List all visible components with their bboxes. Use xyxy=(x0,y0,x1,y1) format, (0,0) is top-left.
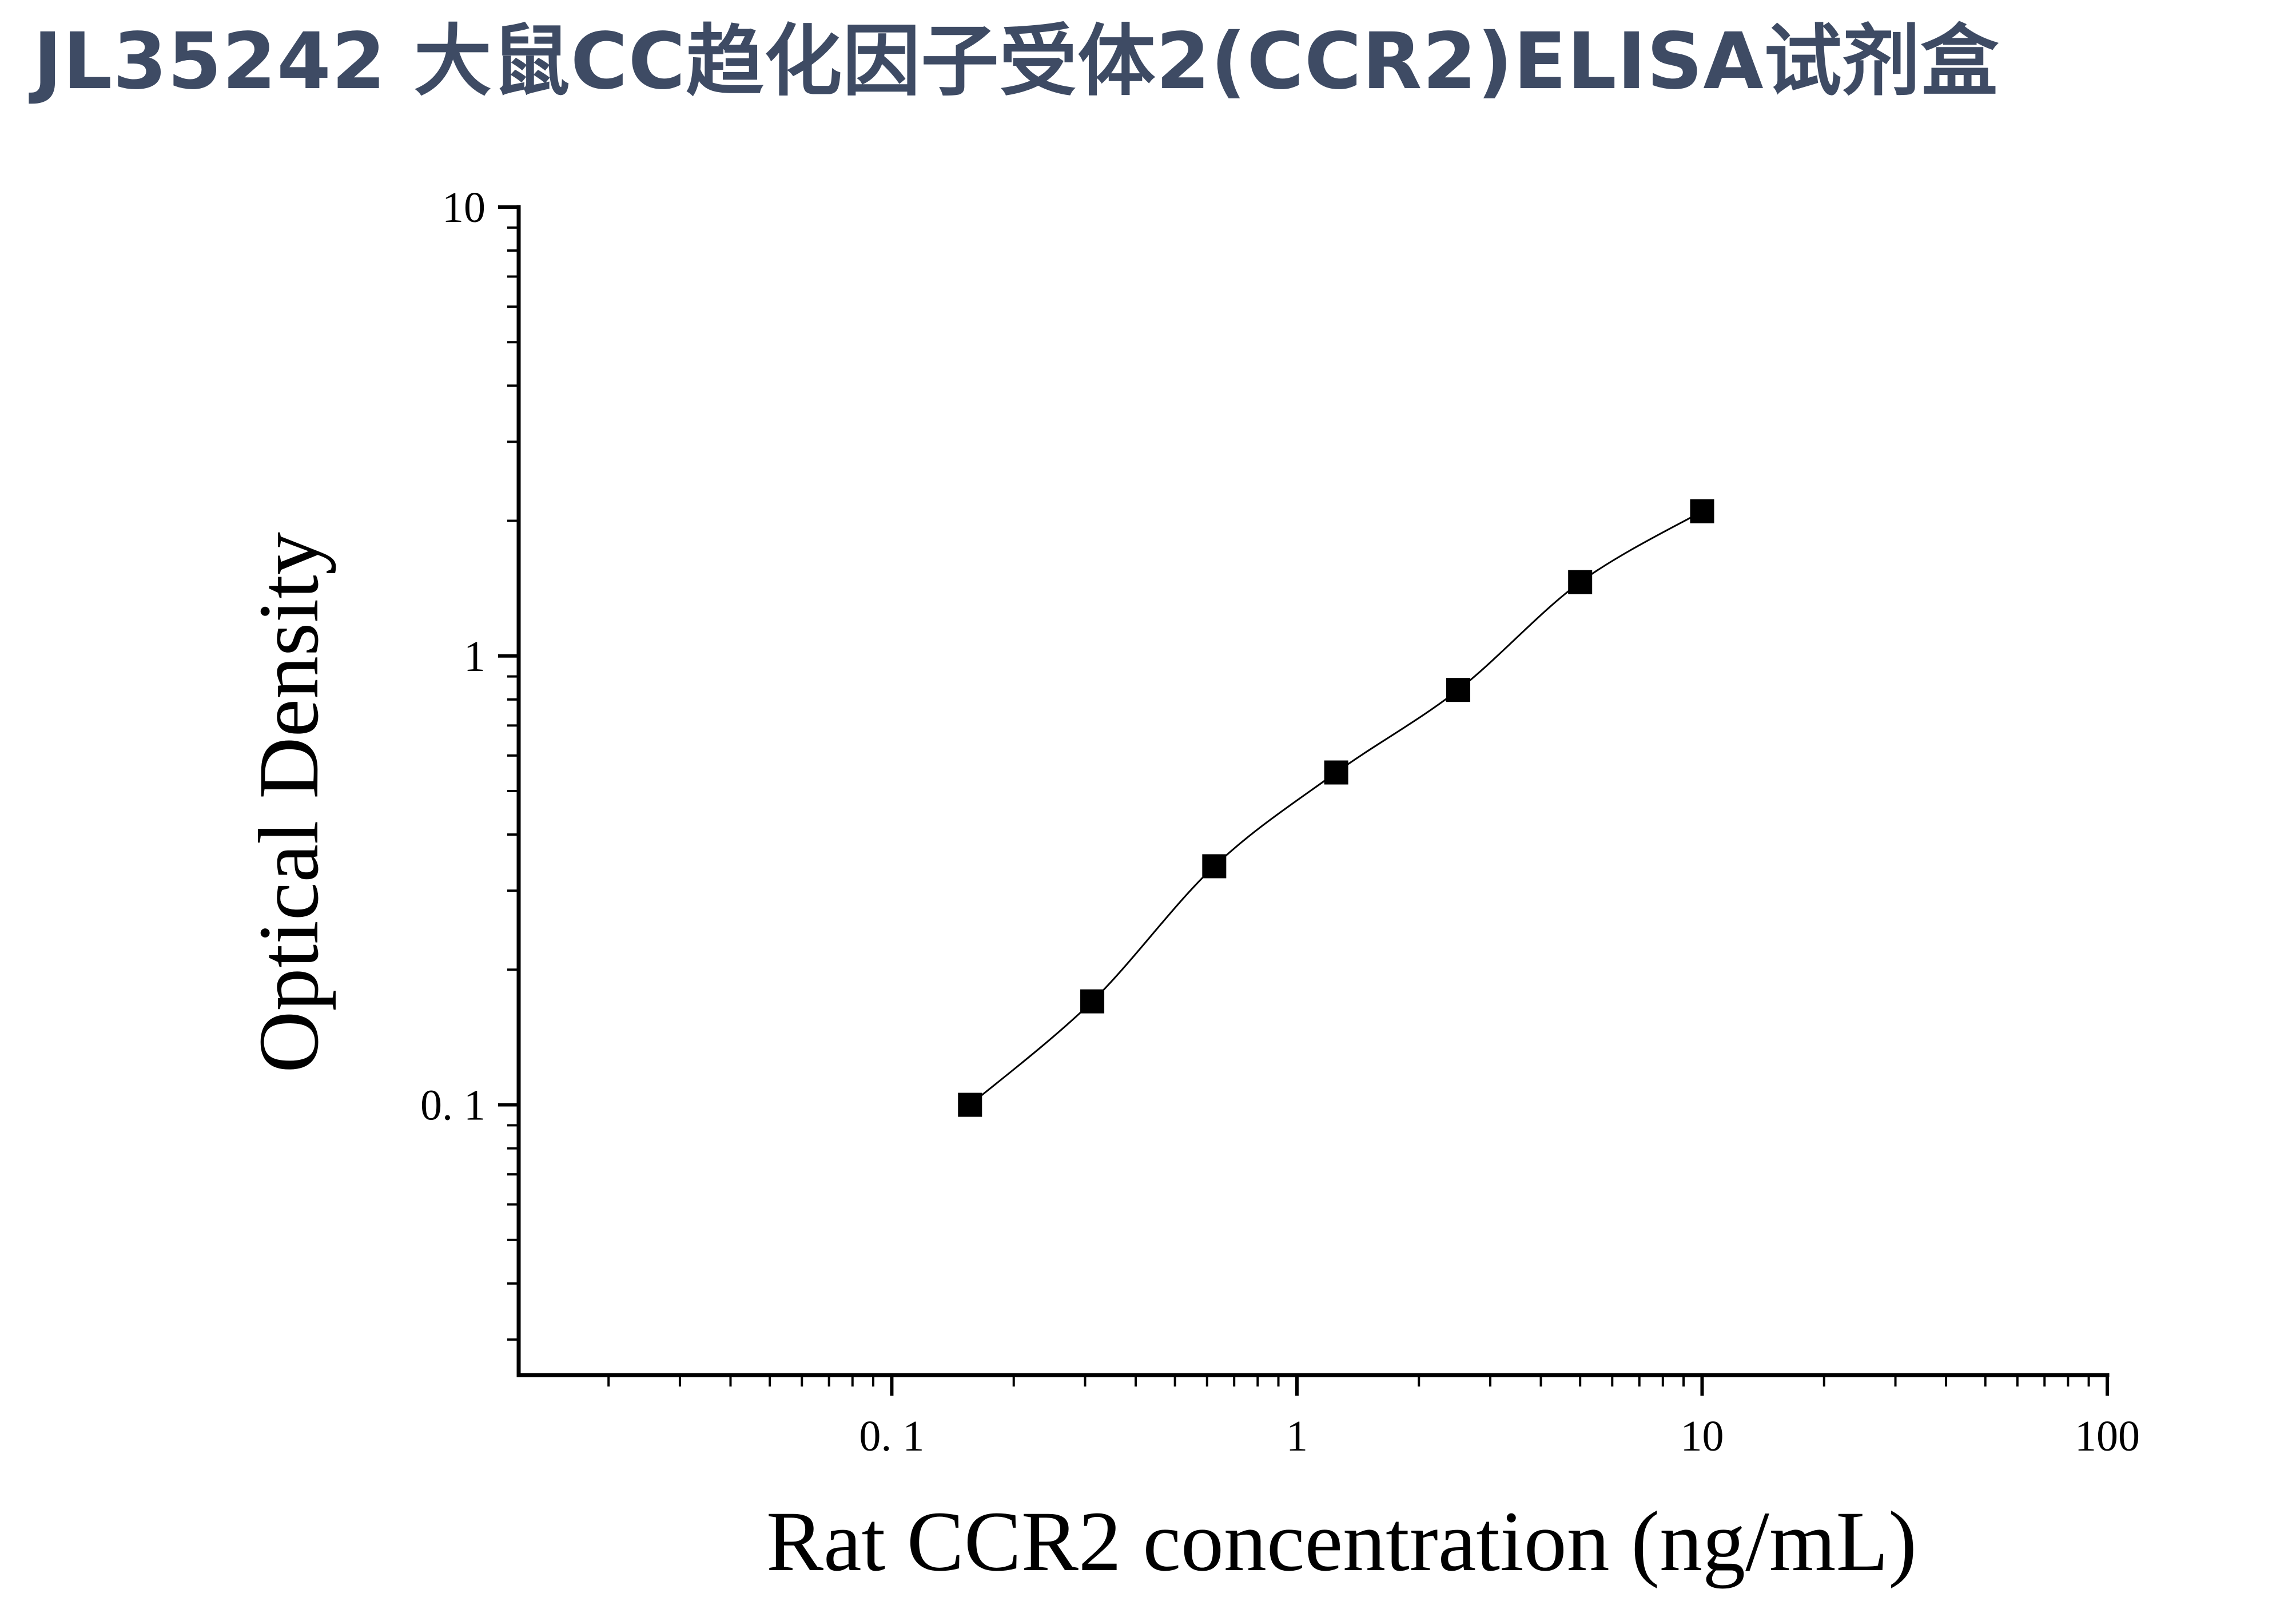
x-tick-label: 100 xyxy=(2075,1412,2140,1460)
x-tick-label: 10 xyxy=(1680,1412,1724,1460)
data-point xyxy=(1080,989,1105,1014)
page-title: JL35242 大鼠CC趋化因子受体2(CCR2)ELISA试剂盒 xyxy=(33,17,1999,107)
y-tick-label: 10 xyxy=(442,184,486,232)
y-tick-label: 0. 1 xyxy=(420,1082,486,1130)
x-axis-ticks xyxy=(607,1375,2109,1396)
x-tick-label: 1 xyxy=(1286,1412,1308,1460)
chart-axes: 0. 1 1 10 100 0. 1 1 10 xyxy=(420,184,2140,1460)
fit-curve xyxy=(969,510,1703,1106)
x-axis-title: Rat CCR2 concentration (ng/mL) xyxy=(766,1494,1917,1589)
data-point xyxy=(1690,499,1714,523)
x-axis-tick-labels: 0. 1 1 10 100 xyxy=(859,1412,2140,1460)
y-tick-label: 1 xyxy=(464,633,486,681)
data-point xyxy=(1446,678,1470,702)
x-tick-label: 0. 1 xyxy=(859,1412,924,1460)
y-axis-ticks xyxy=(498,205,519,1341)
data-point xyxy=(1568,570,1593,594)
data-points xyxy=(958,499,1714,1117)
data-point xyxy=(1324,760,1348,785)
data-point xyxy=(1202,854,1227,879)
data-point xyxy=(958,1092,982,1117)
y-axis-tick-labels: 0. 1 1 10 xyxy=(420,184,486,1130)
y-axis-title: Optical Density xyxy=(241,532,336,1073)
